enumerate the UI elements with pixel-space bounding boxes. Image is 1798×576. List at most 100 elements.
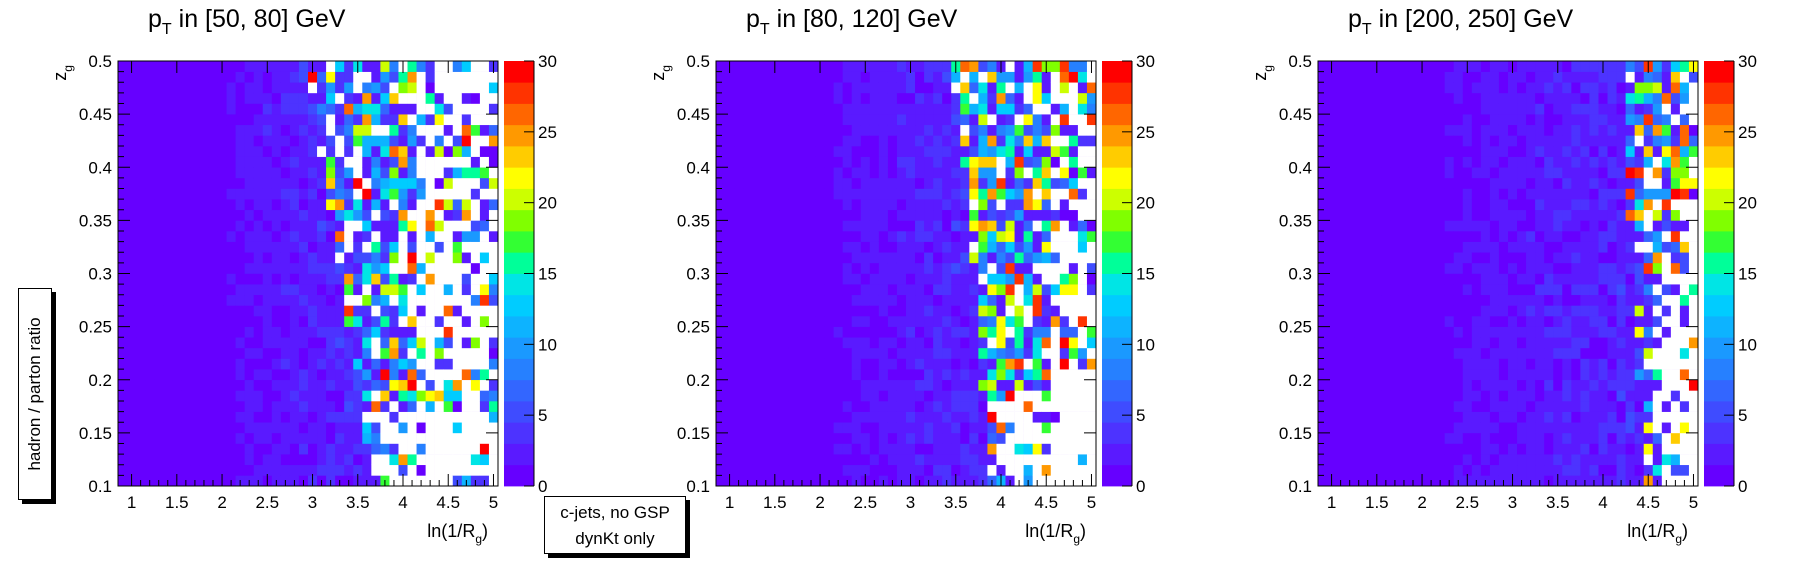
heatmap-cell	[1059, 103, 1070, 115]
y-tick-label: 0.25	[1279, 318, 1312, 337]
heatmap-cell	[1489, 390, 1500, 402]
heatmap-cell	[335, 294, 345, 306]
heatmap-cell	[389, 326, 399, 338]
heatmap-cell	[208, 464, 218, 476]
heatmap-cell	[172, 454, 182, 466]
heatmap-cell	[1553, 124, 1563, 136]
heatmap-cell	[860, 464, 871, 476]
heatmap-cell	[978, 103, 988, 115]
heatmap-cell-empty	[425, 454, 435, 466]
heatmap-cell	[1634, 294, 1645, 306]
heatmap-cell	[951, 294, 961, 306]
heatmap-cell-empty	[443, 422, 454, 434]
heatmap-cell	[235, 262, 245, 274]
heatmap-cell	[371, 114, 381, 126]
heatmap-cell	[869, 305, 880, 317]
heatmap-cell	[326, 273, 336, 285]
heatmap-cell	[1544, 422, 1554, 434]
heatmap-cell-empty	[1661, 103, 1672, 115]
heatmap-cell	[887, 156, 898, 168]
heatmap-cell	[987, 135, 997, 147]
heatmap-cell	[743, 146, 753, 157]
heatmap-cell	[1598, 71, 1608, 83]
heatmap-cell	[253, 284, 264, 296]
heatmap-cell	[1508, 401, 1518, 412]
heatmap-cell	[1571, 422, 1581, 434]
heatmap-cell	[190, 188, 200, 200]
heatmap-cell	[1417, 411, 1427, 423]
heatmap-cell	[1535, 124, 1545, 136]
heatmap-cell	[869, 71, 880, 83]
heatmap-cell	[1390, 209, 1400, 221]
heatmap-cell	[1526, 61, 1536, 72]
heatmap-cell-empty	[1059, 241, 1070, 253]
heatmap-cell-empty	[1086, 369, 1097, 381]
heatmap-cell-empty	[1068, 305, 1079, 317]
heatmap-cell	[298, 273, 309, 285]
heatmap-cell	[924, 124, 934, 136]
heatmap-cell	[851, 199, 862, 211]
heatmap-cell	[725, 411, 735, 423]
heatmap-cell	[1354, 305, 1364, 317]
heatmap-cell	[289, 401, 300, 412]
heatmap-cell	[226, 422, 236, 434]
heatmap-cell	[1553, 422, 1563, 434]
heatmap-cell	[1363, 401, 1373, 412]
heatmap-cell	[1444, 167, 1455, 179]
heatmap-cell	[896, 188, 907, 200]
heatmap-cell	[253, 326, 264, 338]
heatmap-cell-empty	[1068, 454, 1079, 466]
heatmap-cell	[461, 61, 472, 72]
heatmap-cell	[978, 252, 988, 264]
heatmap-cell	[308, 358, 318, 370]
heatmap-cell	[1426, 167, 1436, 179]
heatmap-cell	[1077, 135, 1088, 147]
heatmap-cell	[1535, 422, 1545, 434]
heatmap-cell	[788, 146, 798, 157]
heatmap-cell	[960, 337, 970, 349]
heatmap-cell	[1607, 284, 1617, 296]
heatmap-cell	[1354, 326, 1364, 338]
heatmap-cell	[1426, 454, 1436, 466]
heatmap-cell	[806, 422, 816, 434]
heatmap-cell	[407, 369, 417, 381]
heatmap-cell	[1562, 358, 1572, 370]
heatmap-cell	[1489, 305, 1500, 317]
heatmap-cell	[1517, 220, 1527, 232]
heatmap-cell	[289, 209, 300, 221]
heatmap-cell	[1553, 326, 1563, 338]
heatmap-cell	[1435, 92, 1445, 104]
heatmap-cell	[1318, 61, 1328, 72]
heatmap-cell	[443, 177, 454, 189]
heatmap-cell	[262, 464, 273, 476]
heatmap-cell	[244, 422, 255, 434]
heatmap-cell	[172, 156, 182, 168]
heatmap-cell	[1553, 135, 1563, 147]
heatmap-cell-empty	[470, 443, 481, 455]
heatmap-cell	[136, 326, 146, 338]
color-bar-segment	[1704, 443, 1734, 466]
heatmap-cell-empty	[1688, 358, 1699, 370]
heatmap-cell	[887, 454, 898, 466]
heatmap-cell	[1652, 220, 1663, 232]
heatmap-cell	[1661, 61, 1672, 72]
heatmap-cell	[1381, 252, 1391, 264]
heatmap-cell	[353, 316, 363, 327]
heatmap-cell-empty	[389, 422, 399, 434]
heatmap-cell	[217, 188, 227, 200]
heatmap-cell	[1444, 305, 1455, 317]
heatmap-cell	[1589, 401, 1599, 412]
heatmap-cell	[860, 252, 871, 264]
heatmap-cell	[878, 464, 889, 476]
heatmap-cell-empty	[488, 188, 499, 200]
heatmap-cell	[389, 220, 399, 232]
heatmap-cell	[470, 167, 481, 179]
heatmap-cell	[987, 305, 997, 317]
heatmap-cell-empty	[1688, 464, 1699, 476]
heatmap-cell	[987, 411, 997, 423]
heatmap-cell	[887, 71, 898, 83]
heatmap-cell	[1508, 114, 1518, 126]
heatmap-cell	[271, 92, 282, 104]
heatmap-cell	[1005, 316, 1015, 327]
heatmap-cell	[1634, 454, 1645, 466]
